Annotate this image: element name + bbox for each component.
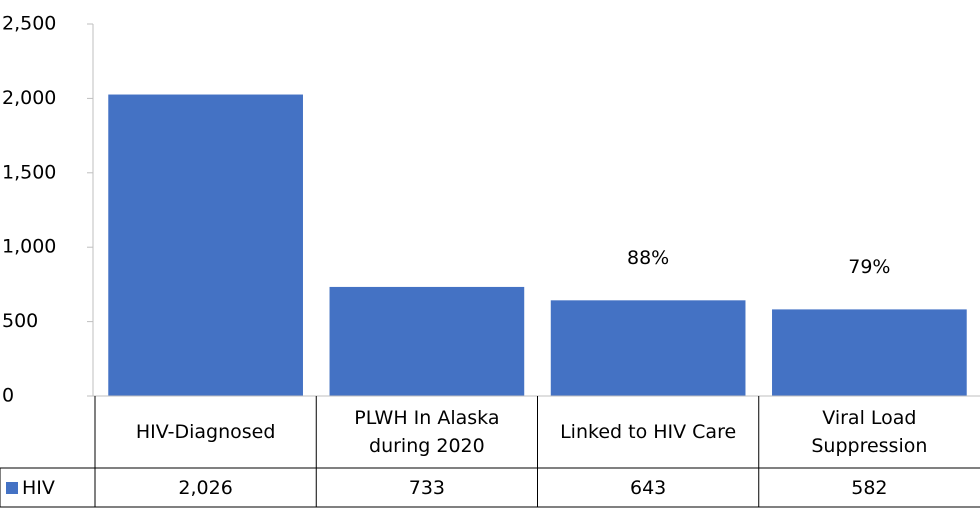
table-value: 733: [408, 476, 445, 499]
category-label: Linked to HIV Care: [560, 421, 737, 443]
bar: [550, 300, 746, 396]
category-label: PLWH In Alaska during 2020: [354, 407, 500, 457]
bar: [108, 94, 303, 397]
table-value: 582: [851, 476, 888, 499]
table-value: 2,026: [178, 476, 233, 499]
bar-note: 88%: [627, 247, 669, 269]
y-tick-label: 2,500: [2, 13, 56, 35]
bar: [329, 286, 525, 396]
y-tick-label: 1,500: [2, 161, 56, 183]
bar-note: 79%: [848, 256, 890, 278]
y-tick-label: 2,000: [2, 87, 56, 109]
legend-label: HIV: [22, 477, 55, 499]
legend-swatch: [6, 482, 18, 494]
bar: [772, 309, 967, 396]
table-value: 643: [629, 476, 667, 499]
category-label: Viral Load Suppression: [811, 407, 928, 457]
y-tick-label: 1,000: [2, 236, 56, 258]
y-tick-label: 0: [2, 385, 14, 407]
category-label: HIV-Diagnosed: [135, 421, 276, 443]
y-tick-label: 500: [2, 310, 38, 332]
